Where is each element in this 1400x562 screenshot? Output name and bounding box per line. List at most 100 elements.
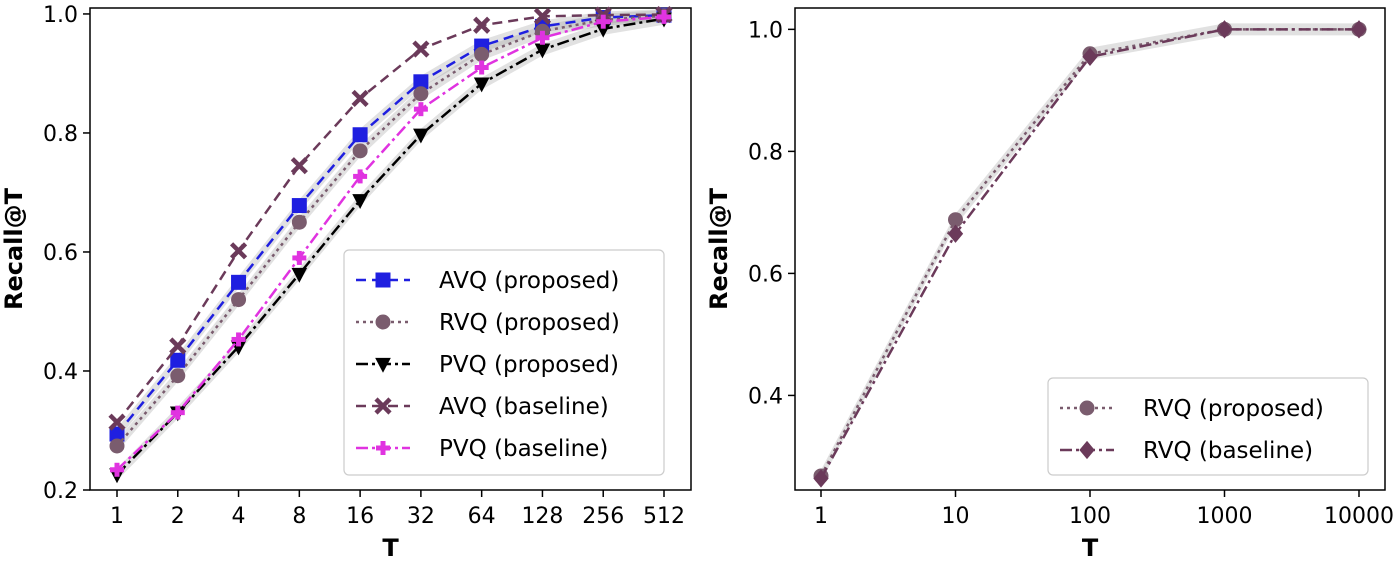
x-tick-label: 16 [346, 504, 374, 529]
data-point [413, 102, 428, 117]
data-point [947, 224, 964, 243]
legend-entry: RVQ (baseline) [1060, 438, 1313, 464]
y-tick-label: 0.8 [748, 140, 783, 165]
y-tick-label: 0.6 [43, 241, 78, 266]
data-point [170, 352, 186, 368]
series-line [116, 13, 665, 435]
marker-stroke [533, 7, 552, 25]
y-axis: 0.4 0.6 0.8 1.0 [748, 18, 795, 409]
legend-label: PVQ (proposed) [439, 352, 619, 378]
x-tick-label: 256 [582, 504, 624, 529]
marker-stroke [229, 242, 248, 260]
data-point [413, 86, 429, 102]
data-point [474, 60, 489, 75]
plot-frame [89, 7, 692, 491]
data-point [353, 169, 368, 184]
legend-frame [343, 249, 665, 476]
marker-stroke [290, 157, 308, 175]
legend-entry: AVQ (proposed) [356, 268, 619, 294]
x-tick-label: 8 [292, 504, 306, 529]
data-point [291, 214, 307, 230]
y-tick-label: 1.0 [748, 18, 783, 43]
data-point [231, 332, 246, 347]
data-point [352, 127, 368, 143]
x-tick-label: 4 [232, 504, 246, 529]
legend-marker [375, 314, 391, 330]
legend: RVQ (proposed) RVQ (baseline) [1047, 377, 1369, 476]
legend-marker [1079, 400, 1095, 416]
legend: AVQ (proposed) RVQ (proposed) PVQ (propose… [343, 249, 665, 476]
legend-label: RVQ (proposed) [439, 310, 620, 336]
series-line [116, 14, 665, 447]
y-tick-label: 0.8 [43, 122, 78, 147]
data-point [533, 7, 552, 25]
data-point [108, 413, 126, 431]
data-point [291, 267, 308, 283]
series-avq-baseline [108, 5, 673, 431]
x-tick-label: 128 [521, 504, 563, 529]
data-point [351, 89, 369, 108]
data-point [413, 128, 429, 144]
series-line [116, 17, 665, 476]
data-point [170, 405, 185, 420]
x-axis: 1 10 100 1000 10000 [814, 490, 1394, 529]
legend-label: RVQ (baseline) [1143, 438, 1313, 464]
data-point [1216, 20, 1233, 39]
x-tick-label: 2 [171, 504, 185, 529]
legend-entry: AVQ (baseline) [356, 394, 609, 420]
data-point [109, 438, 125, 454]
legend-marker [374, 397, 392, 415]
series-line [116, 13, 665, 423]
x-tick-label: 64 [468, 504, 496, 529]
data-point [474, 46, 490, 62]
data-point [169, 337, 187, 355]
series-line [116, 15, 665, 471]
legend-label: AVQ (proposed) [439, 268, 619, 294]
data-point [352, 194, 368, 209]
data-point [170, 368, 186, 384]
x-tick-label: 100 [1069, 504, 1111, 529]
legend-marker [1079, 440, 1095, 460]
x-tick-label: 512 [643, 504, 685, 529]
data-point [290, 157, 308, 175]
data-point [813, 469, 829, 488]
legend-entry: RVQ (proposed) [1060, 396, 1324, 422]
marker-stroke [169, 337, 187, 355]
legend-entry: RVQ (proposed) [356, 310, 620, 336]
y-axis-title: Recall@T [0, 187, 28, 310]
data-point [229, 242, 248, 260]
x-axis-title: T [382, 534, 399, 562]
marker-stroke [374, 397, 392, 415]
data-point [596, 14, 611, 29]
data-point [231, 292, 247, 308]
data-point [657, 9, 671, 24]
x-axis: 1 2 4 8 16 32 64 128 256 512 [110, 490, 685, 529]
x-tick-label: 32 [407, 504, 435, 529]
x-tick-label: 1 [110, 504, 124, 529]
data-point [352, 143, 368, 159]
y-tick-label: 0.2 [43, 479, 78, 504]
data-point [292, 250, 307, 265]
marker-stroke [108, 413, 126, 431]
legend-label: AVQ (baseline) [439, 394, 609, 420]
marker-stroke [351, 89, 369, 108]
series-rvq-baseline [813, 20, 1367, 488]
x-tick-label: 1 [814, 504, 828, 529]
y-tick-label: 0.4 [43, 360, 78, 385]
legend-entry: PVQ (proposed) [356, 352, 619, 378]
marker-stroke [473, 16, 491, 34]
data-point [473, 16, 491, 34]
x-tick-label: 1000 [1197, 504, 1253, 529]
y-tick-label: 0.4 [748, 384, 783, 409]
legend-marker [375, 272, 391, 288]
data-point [473, 77, 490, 93]
y-tick-label: 1.0 [43, 3, 78, 28]
data-point [110, 462, 124, 477]
marker-stroke [412, 40, 430, 58]
data-point [231, 274, 247, 290]
legend-marker [376, 441, 390, 455]
x-tick-label: 10000 [1324, 504, 1394, 529]
legend-marker [375, 357, 391, 373]
legend-entry: PVQ (baseline) [356, 436, 608, 462]
